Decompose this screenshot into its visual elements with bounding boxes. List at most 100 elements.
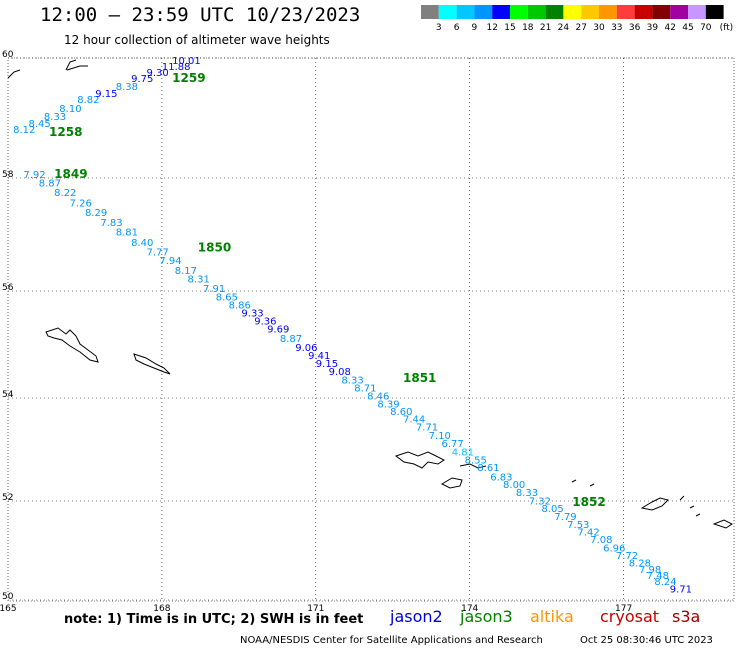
wave-height-track_a-5: 9.15 — [95, 89, 117, 100]
coastline-kamchatka-tip — [65, 59, 88, 71]
legend-label-36: 36 — [629, 23, 641, 33]
wave-height-track_b-50: 9.71 — [670, 585, 692, 596]
rat-islands-d — [571, 479, 595, 487]
map-title: 12:00 – 23:59 UTC 10/23/2023 — [40, 4, 361, 26]
wave-height-track_b-23: 8.33 — [341, 376, 363, 387]
wave-height-track_b-49: 8.24 — [654, 577, 676, 588]
wave-height-track_b-34: 8.61 — [477, 463, 499, 474]
lat-tick-50: 50 — [2, 592, 14, 602]
wave-height-track_b-41: 7.53 — [567, 520, 589, 531]
rat-islands-c — [712, 519, 733, 529]
lon-tick-168: 168 — [153, 604, 170, 614]
legend-unit: (ft) — [720, 23, 734, 33]
wave-height-track_a-2: 8.33 — [44, 112, 66, 123]
axis-labels: 165 168 171 174 177 60 58 56 54 52 50 — [0, 50, 632, 614]
wave-height-track_b-15: 9.33 — [241, 309, 263, 320]
legend-swatch-5 — [510, 5, 528, 19]
agattu-island — [440, 477, 463, 489]
wave-height-track_b-42: 7.42 — [577, 528, 599, 539]
wave-height-track_b-7: 8.40 — [131, 238, 153, 249]
legend-swatch-4 — [492, 5, 510, 19]
wave-height-track_b-39: 8.05 — [542, 504, 564, 515]
wave-height-track_b-40: 7.79 — [554, 512, 576, 523]
footer-note: note: 1) Time is in UTC; 2) SWH is in fe… — [64, 612, 364, 627]
wave-height-track_b-20: 9.41 — [308, 351, 330, 362]
legend-label-70: 70 — [700, 23, 712, 33]
wave-height-track_b-25: 8.46 — [367, 392, 389, 403]
sat-label-cryosat: cryosat — [600, 607, 660, 626]
legend-label-30: 30 — [593, 23, 605, 33]
legend-swatch-0 — [421, 5, 439, 19]
wave-height-track_a-3: 8.10 — [59, 104, 81, 115]
legend-swatch-3 — [474, 5, 493, 19]
pass-time-1851: 1851 — [403, 371, 436, 385]
wave-height-track_a-7: 9.75 — [131, 74, 153, 85]
sat-label-jason3: jason3 — [460, 607, 513, 626]
lat-tick-54: 54 — [2, 390, 14, 400]
legend-label-6: 6 — [454, 23, 460, 33]
wave-height-track_b-17: 9.69 — [267, 325, 289, 336]
legend-label-39: 39 — [647, 23, 659, 33]
pass-time-1850: 1850 — [198, 240, 231, 254]
attu-island — [394, 451, 445, 469]
wave-height-track_b-37: 8.33 — [516, 488, 538, 499]
wave-height-track_a-8: 9.30 — [147, 68, 169, 79]
coastline-top-left — [7, 69, 21, 79]
wave-height-track_b-30: 7.10 — [429, 431, 451, 442]
sat-label-s3a: s3a — [672, 607, 701, 626]
wave-height-track_b-9: 7.94 — [159, 256, 181, 267]
coastlines — [7, 59, 733, 529]
wave-height-track_a-0: 8.12 — [13, 125, 35, 136]
commander-island-medny — [133, 353, 171, 375]
wave-height-track_b-11: 8.31 — [188, 275, 210, 286]
wave-height-track_b-10: 8.17 — [175, 266, 197, 277]
wave-height-track_b-2: 8.22 — [54, 188, 76, 199]
map-frame — [7, 57, 735, 602]
wave-height-track_b-24: 8.71 — [354, 384, 376, 395]
wave-height-track_b-16: 9.36 — [254, 317, 276, 328]
legend-swatch-12 — [634, 5, 653, 19]
wave-height-track_b-28: 7.44 — [403, 415, 425, 426]
lat-tick-56: 56 — [2, 283, 14, 293]
wave-height-track_b-47: 7.98 — [639, 565, 661, 576]
legend-swatch-9 — [581, 5, 599, 19]
wave-height-track_b-19: 9.06 — [295, 343, 317, 354]
sat-label-jason2: jason2 — [390, 607, 443, 626]
lon-tick-171: 171 — [307, 604, 324, 614]
grid-lines — [8, 57, 734, 601]
wave-height-track_b-44: 6.96 — [603, 543, 625, 554]
legend-swatch-7 — [545, 5, 564, 19]
map-subtitle: 12 hour collection of altimeter wave hei… — [64, 33, 330, 47]
wave-height-track_b-33: 8.55 — [465, 455, 487, 466]
legend-label-12: 12 — [486, 23, 497, 33]
wave-height-track_b-18: 8.87 — [280, 334, 302, 345]
legend-swatch-6 — [527, 5, 546, 19]
legend-label-3: 3 — [436, 23, 442, 33]
legend-label-24: 24 — [558, 23, 570, 33]
wave-height-track_a-9: 11.88 — [162, 62, 191, 73]
legend-swatch-11 — [616, 5, 635, 19]
wave-height-track_b-1: 8.87 — [39, 178, 61, 189]
wave-height-track_b-13: 8.65 — [216, 293, 238, 304]
rat-islands-a — [640, 497, 669, 511]
wave-height-track_b-35: 6.83 — [490, 472, 512, 483]
wave-height-track_b-43: 7.08 — [590, 535, 612, 546]
pass-time-1849: 1849 — [54, 167, 87, 181]
wave-height-track_b-26: 8.39 — [377, 399, 399, 410]
pass-time-1258: 1258 — [49, 125, 82, 139]
wave-height-marks: 8.128.458.338.108.829.158.389.759.3011.8… — [13, 56, 692, 596]
legend-label-21: 21 — [540, 23, 551, 33]
rat-islands-b — [679, 495, 701, 517]
credit-line: NOAA/NESDIS Center for Satellite Applica… — [240, 635, 543, 646]
wave-height-track_b-21: 9.15 — [316, 359, 338, 370]
lon-tick-165: 165 — [0, 604, 17, 614]
wave-height-track_b-14: 8.86 — [229, 301, 251, 312]
wave-height-track_a-6: 8.38 — [116, 82, 138, 93]
wave-height-track_b-5: 7.83 — [100, 218, 122, 229]
wave-height-track_b-22: 9.08 — [329, 367, 351, 378]
lat-tick-60: 60 — [2, 50, 14, 60]
wave-height-track_b-0: 7.92 — [23, 170, 45, 181]
generation-timestamp: Oct 25 08:30:46 UTC 2023 — [580, 635, 713, 646]
wave-height-track_b-38: 7.32 — [529, 496, 551, 507]
